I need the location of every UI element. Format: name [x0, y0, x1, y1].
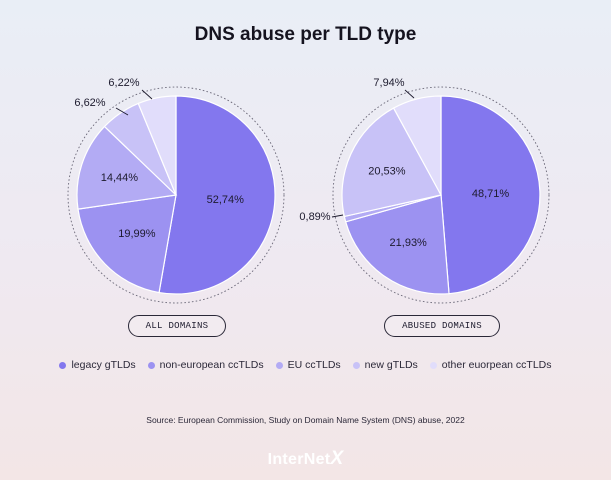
pie-slice-legacy-gtlds [440, 95, 541, 295]
legend-swatch [352, 361, 360, 369]
slice-label-leader [331, 214, 344, 218]
legend-item-eu-cctlds: EU ccTLDs [275, 359, 341, 371]
legend-label: other euorpean ccTLDs [441, 359, 552, 371]
legend-swatch [147, 361, 155, 369]
legend-label: non-european ccTLDs [159, 359, 264, 371]
pie-slice-other-euorpean-cctlds [392, 95, 442, 196]
internetx-logo: InterNetX [0, 448, 611, 470]
logo-text: InterNet [267, 451, 331, 468]
slice-data-label: 6,62% [74, 97, 105, 109]
legend-label: new gTLDs [364, 359, 418, 371]
slice-data-label: 52,74% [207, 194, 245, 206]
slice-data-label: 6,22% [108, 77, 139, 89]
pie-slice-eu-cctlds [76, 125, 178, 210]
source-note: Source: European Commission, Study on Do… [146, 415, 465, 425]
slice-data-label: 19,99% [118, 228, 156, 240]
pie-slice-non-european-cctlds [77, 194, 177, 294]
pie-slice-other-euorpean-cctlds [137, 95, 177, 196]
slice-label-leader [404, 89, 415, 99]
legend-swatch [59, 361, 67, 369]
abused-domains-label: ABUSED DOMAINS [384, 315, 500, 337]
all-domains-label: ALL DOMAINS [128, 315, 226, 337]
chart-title: DNS abuse per TLD type [194, 24, 417, 45]
pie-outline-ring [67, 86, 285, 304]
legend-item-non-european-cctlds: non-european ccTLDs [147, 359, 264, 371]
legend-item-new-gtlds: new gTLDs [352, 359, 418, 371]
slice-data-label: 48,71% [472, 188, 510, 200]
slice-data-label: 21,93% [390, 237, 428, 249]
slice-data-label: 14,44% [101, 172, 139, 184]
legend-swatch [429, 361, 437, 369]
pie-slice-new-gtlds [341, 107, 442, 218]
pie-all-domains: 52,74% 19,99% 14,44% 6,62%6,22% [67, 77, 285, 304]
pie-slice-legacy-gtlds [158, 95, 276, 295]
pie-abused-domains: 48,71% 21,93% 0,89% 20,53% 7,94% [299, 77, 550, 304]
logo-x-mark: X [330, 448, 344, 469]
slice-data-label: 0,89% [299, 211, 330, 223]
pie-outline-ring [332, 86, 550, 304]
legend-label: EU ccTLDs [287, 359, 341, 371]
legend-swatch [275, 361, 283, 369]
legend-label: legacy gTLDs [71, 359, 136, 371]
slice-label-leader [141, 89, 153, 100]
slice-data-label: 7,94% [373, 77, 404, 89]
legend: legacy gTLDs non-european ccTLDs EU ccTL… [0, 359, 611, 371]
slice-label-leader [115, 107, 129, 116]
slice-data-label: 20,53% [368, 165, 406, 177]
legend-item-other-european-cctlds: other euorpean ccTLDs [429, 359, 552, 371]
pie-slice-non-european-cctlds [344, 194, 450, 295]
legend-item-legacy-gtlds: legacy gTLDs [59, 359, 136, 371]
